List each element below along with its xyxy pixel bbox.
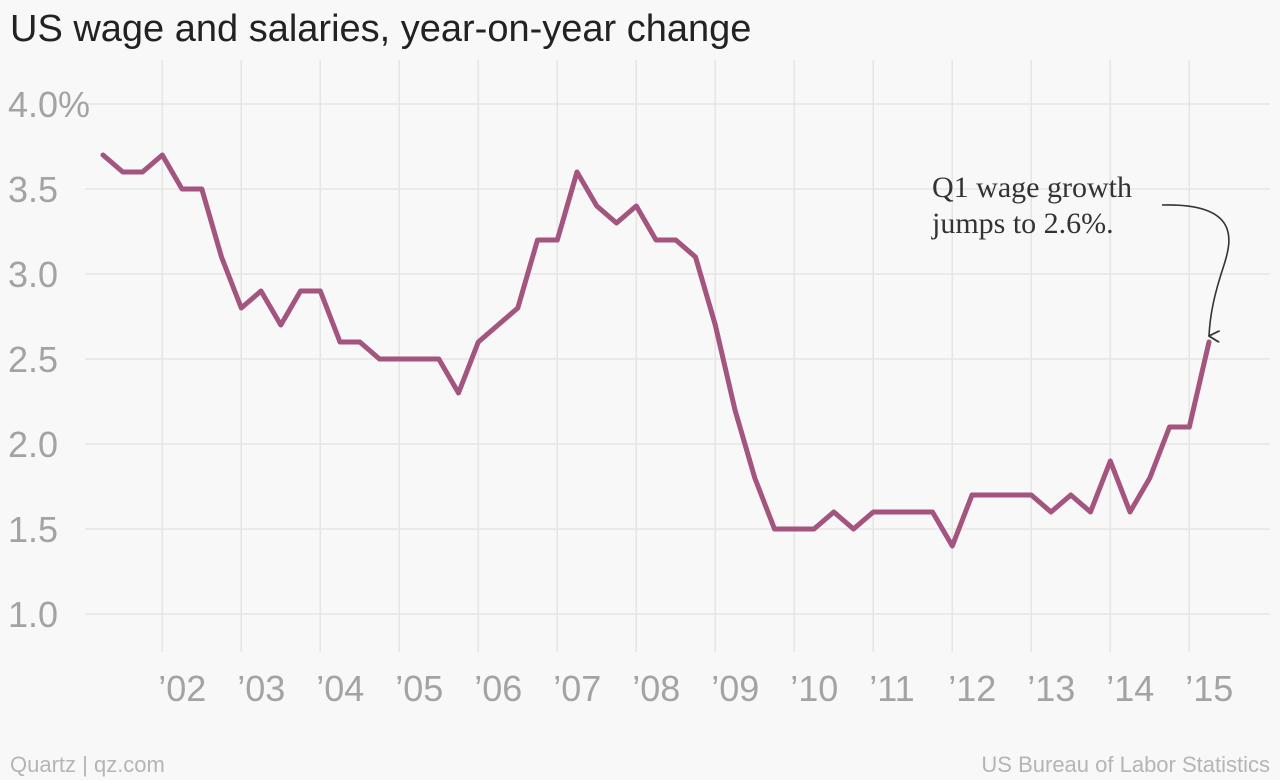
- y-tick-label: 4.0%: [8, 84, 90, 125]
- x-tick-label: ’12: [948, 668, 996, 709]
- x-tick-label: ’03: [237, 668, 285, 709]
- chart-title: US wage and salaries, year-on-year chang…: [10, 8, 752, 50]
- vertical-gridlines: [161, 60, 1190, 652]
- y-tick-label: 2.0: [8, 424, 58, 465]
- y-tick-label: 1.0: [8, 594, 58, 635]
- x-tick-label: ’09: [711, 668, 759, 709]
- y-tick-label: 1.5: [8, 509, 58, 550]
- x-tick-label: ’14: [1106, 668, 1154, 709]
- x-axis-ticks: ’02 ’03 ’04 ’05 ’06 ’07 ’08 ’09 ’10 ’11 ’12 ’13 ’14 ’…: [158, 668, 1233, 709]
- x-tick-label: ’10: [790, 668, 838, 709]
- x-tick-label: ’13: [1027, 668, 1075, 709]
- x-tick-label: ’04: [316, 668, 364, 709]
- x-tick-label: ’15: [1185, 668, 1233, 709]
- x-tick-label: ’06: [474, 668, 522, 709]
- x-tick-label: ’05: [395, 668, 443, 709]
- y-tick-label: 2.5: [8, 339, 58, 380]
- y-tick-label: 3.0: [8, 254, 58, 295]
- horizontal-gridlines: [85, 103, 1270, 615]
- x-tick-label: ’08: [632, 668, 680, 709]
- annotation-line-1: Q1 wage growth: [932, 171, 1132, 204]
- x-tick-label: ’11: [869, 668, 914, 709]
- x-tick-label: ’07: [553, 668, 601, 709]
- annotation: Q1 wage growth jumps to 2.6%.: [931, 171, 1230, 336]
- annotation-arrow: [1161, 204, 1230, 336]
- x-tick-label: ’02: [158, 668, 206, 709]
- annotation-line-2: jumps to 2.6%.: [931, 207, 1114, 240]
- y-tick-label: 3.5: [8, 169, 58, 210]
- y-axis-ticks: 1.0 1.5 2.0 2.5 3.0 3.5 4.0%: [8, 84, 90, 635]
- footer-credit: Quartz | qz.com: [10, 752, 165, 777]
- footer-source: US Bureau of Labor Statistics: [981, 752, 1270, 777]
